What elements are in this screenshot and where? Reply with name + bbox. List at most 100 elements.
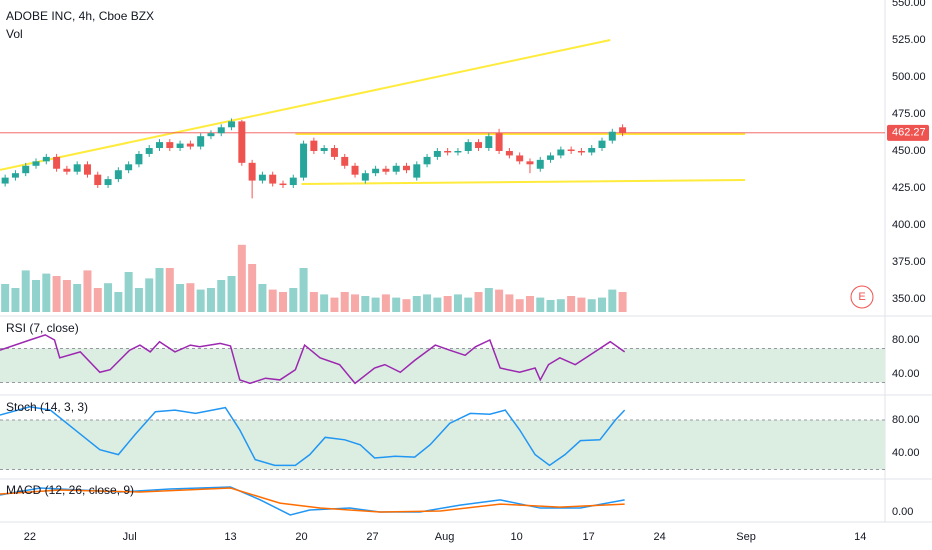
candle-body bbox=[392, 165, 400, 172]
volume-bar bbox=[546, 300, 555, 312]
candle-body bbox=[577, 150, 585, 153]
volume-bar bbox=[361, 296, 370, 312]
volume-bar bbox=[577, 297, 586, 312]
y-tick-label: 425.00 bbox=[892, 182, 926, 194]
volume-bar bbox=[21, 270, 30, 312]
candle-body bbox=[320, 148, 328, 151]
volume-bar bbox=[392, 297, 401, 312]
y-tick-label: 550.00 bbox=[892, 0, 926, 9]
candle-body bbox=[526, 161, 534, 165]
candle-body bbox=[495, 133, 503, 151]
pane-title: Stoch (14, 3, 3) bbox=[6, 400, 88, 414]
candle-body bbox=[228, 121, 236, 128]
volume-bar bbox=[62, 280, 71, 312]
event-marker-label: E bbox=[858, 291, 865, 303]
candle-body bbox=[135, 153, 143, 165]
volume-bar bbox=[42, 273, 51, 312]
volume-bar bbox=[402, 299, 411, 312]
volume-bar bbox=[309, 292, 318, 312]
candle-body bbox=[145, 148, 153, 154]
indicator-line bbox=[0, 334, 626, 385]
volume-bar bbox=[618, 292, 627, 312]
candle-body bbox=[516, 155, 524, 162]
candle-body bbox=[32, 161, 40, 166]
y-tick-label: 450.00 bbox=[892, 145, 926, 157]
candle-body bbox=[53, 156, 61, 169]
trend-line bbox=[301, 179, 746, 185]
x-tick-label: 10 bbox=[510, 531, 522, 543]
band-fill bbox=[0, 348, 885, 383]
y-tick-label: 525.00 bbox=[892, 34, 926, 46]
volume-bar bbox=[525, 296, 534, 312]
volume-bar bbox=[453, 294, 462, 312]
volume-bar bbox=[83, 270, 92, 312]
candle-body bbox=[382, 168, 390, 172]
candle-body bbox=[63, 168, 71, 172]
candle-body bbox=[567, 149, 575, 151]
volume-bar bbox=[145, 278, 154, 312]
candle-body bbox=[289, 177, 297, 186]
volume-bar bbox=[248, 264, 257, 312]
candle-body bbox=[413, 164, 421, 178]
candle-body bbox=[588, 148, 596, 153]
volume-bar bbox=[330, 297, 339, 312]
candle-body bbox=[351, 165, 359, 175]
y-tick-label: 80.00 bbox=[892, 334, 920, 346]
volume-bar bbox=[443, 296, 452, 312]
volume-bar bbox=[608, 289, 617, 312]
volume-bar bbox=[536, 297, 545, 312]
volume-bar bbox=[134, 288, 143, 312]
volume-bar bbox=[299, 268, 308, 312]
band-fill bbox=[0, 420, 885, 470]
indicator-line bbox=[0, 487, 625, 513]
candle-body bbox=[310, 140, 318, 151]
volume-bar bbox=[104, 283, 113, 312]
volume-bar bbox=[73, 284, 82, 312]
volume-bar bbox=[217, 280, 226, 312]
volume-bar bbox=[484, 288, 493, 312]
candle-body bbox=[279, 183, 287, 186]
last-price-box bbox=[887, 124, 929, 141]
candle-body bbox=[104, 179, 112, 186]
candle-body bbox=[361, 173, 369, 181]
volume-bar bbox=[32, 280, 41, 312]
volume-bar bbox=[124, 272, 133, 312]
candle-body bbox=[238, 121, 246, 163]
volume-bar bbox=[268, 289, 277, 312]
volume-bar bbox=[381, 294, 390, 312]
candle-body bbox=[372, 168, 380, 174]
candle-body bbox=[536, 159, 544, 169]
y-tick-label: 475.00 bbox=[892, 108, 926, 120]
volume-bar bbox=[495, 289, 504, 312]
candle-body bbox=[341, 156, 349, 166]
volume-bar bbox=[351, 294, 360, 312]
candle-body bbox=[83, 164, 91, 175]
pane-title: RSI (7, close) bbox=[6, 321, 79, 335]
candle-body bbox=[464, 142, 472, 151]
candle-body bbox=[125, 164, 133, 171]
candle-body bbox=[22, 165, 30, 174]
candle-body bbox=[475, 142, 483, 149]
volume-bar bbox=[412, 296, 421, 312]
volume-bar bbox=[206, 288, 215, 312]
y-tick-label: 350.00 bbox=[892, 293, 926, 305]
volume-bar bbox=[114, 292, 123, 312]
candle-body bbox=[433, 150, 441, 157]
candle-body bbox=[505, 150, 513, 156]
x-tick-label: 14 bbox=[854, 531, 866, 543]
volume-bar bbox=[11, 288, 20, 312]
event-marker bbox=[850, 285, 874, 309]
volume-bar bbox=[289, 288, 298, 312]
volume-bar bbox=[1, 284, 10, 312]
volume-bar bbox=[196, 289, 205, 312]
volume-bar bbox=[371, 297, 380, 312]
volume-bar bbox=[165, 268, 174, 312]
candle-body bbox=[156, 142, 164, 149]
volume-bar bbox=[556, 299, 565, 312]
volume-bar bbox=[464, 297, 473, 312]
candle-body bbox=[42, 156, 50, 162]
candle-body bbox=[269, 174, 277, 184]
volume-bar bbox=[587, 299, 596, 312]
y-tick-label: 375.00 bbox=[892, 256, 926, 268]
